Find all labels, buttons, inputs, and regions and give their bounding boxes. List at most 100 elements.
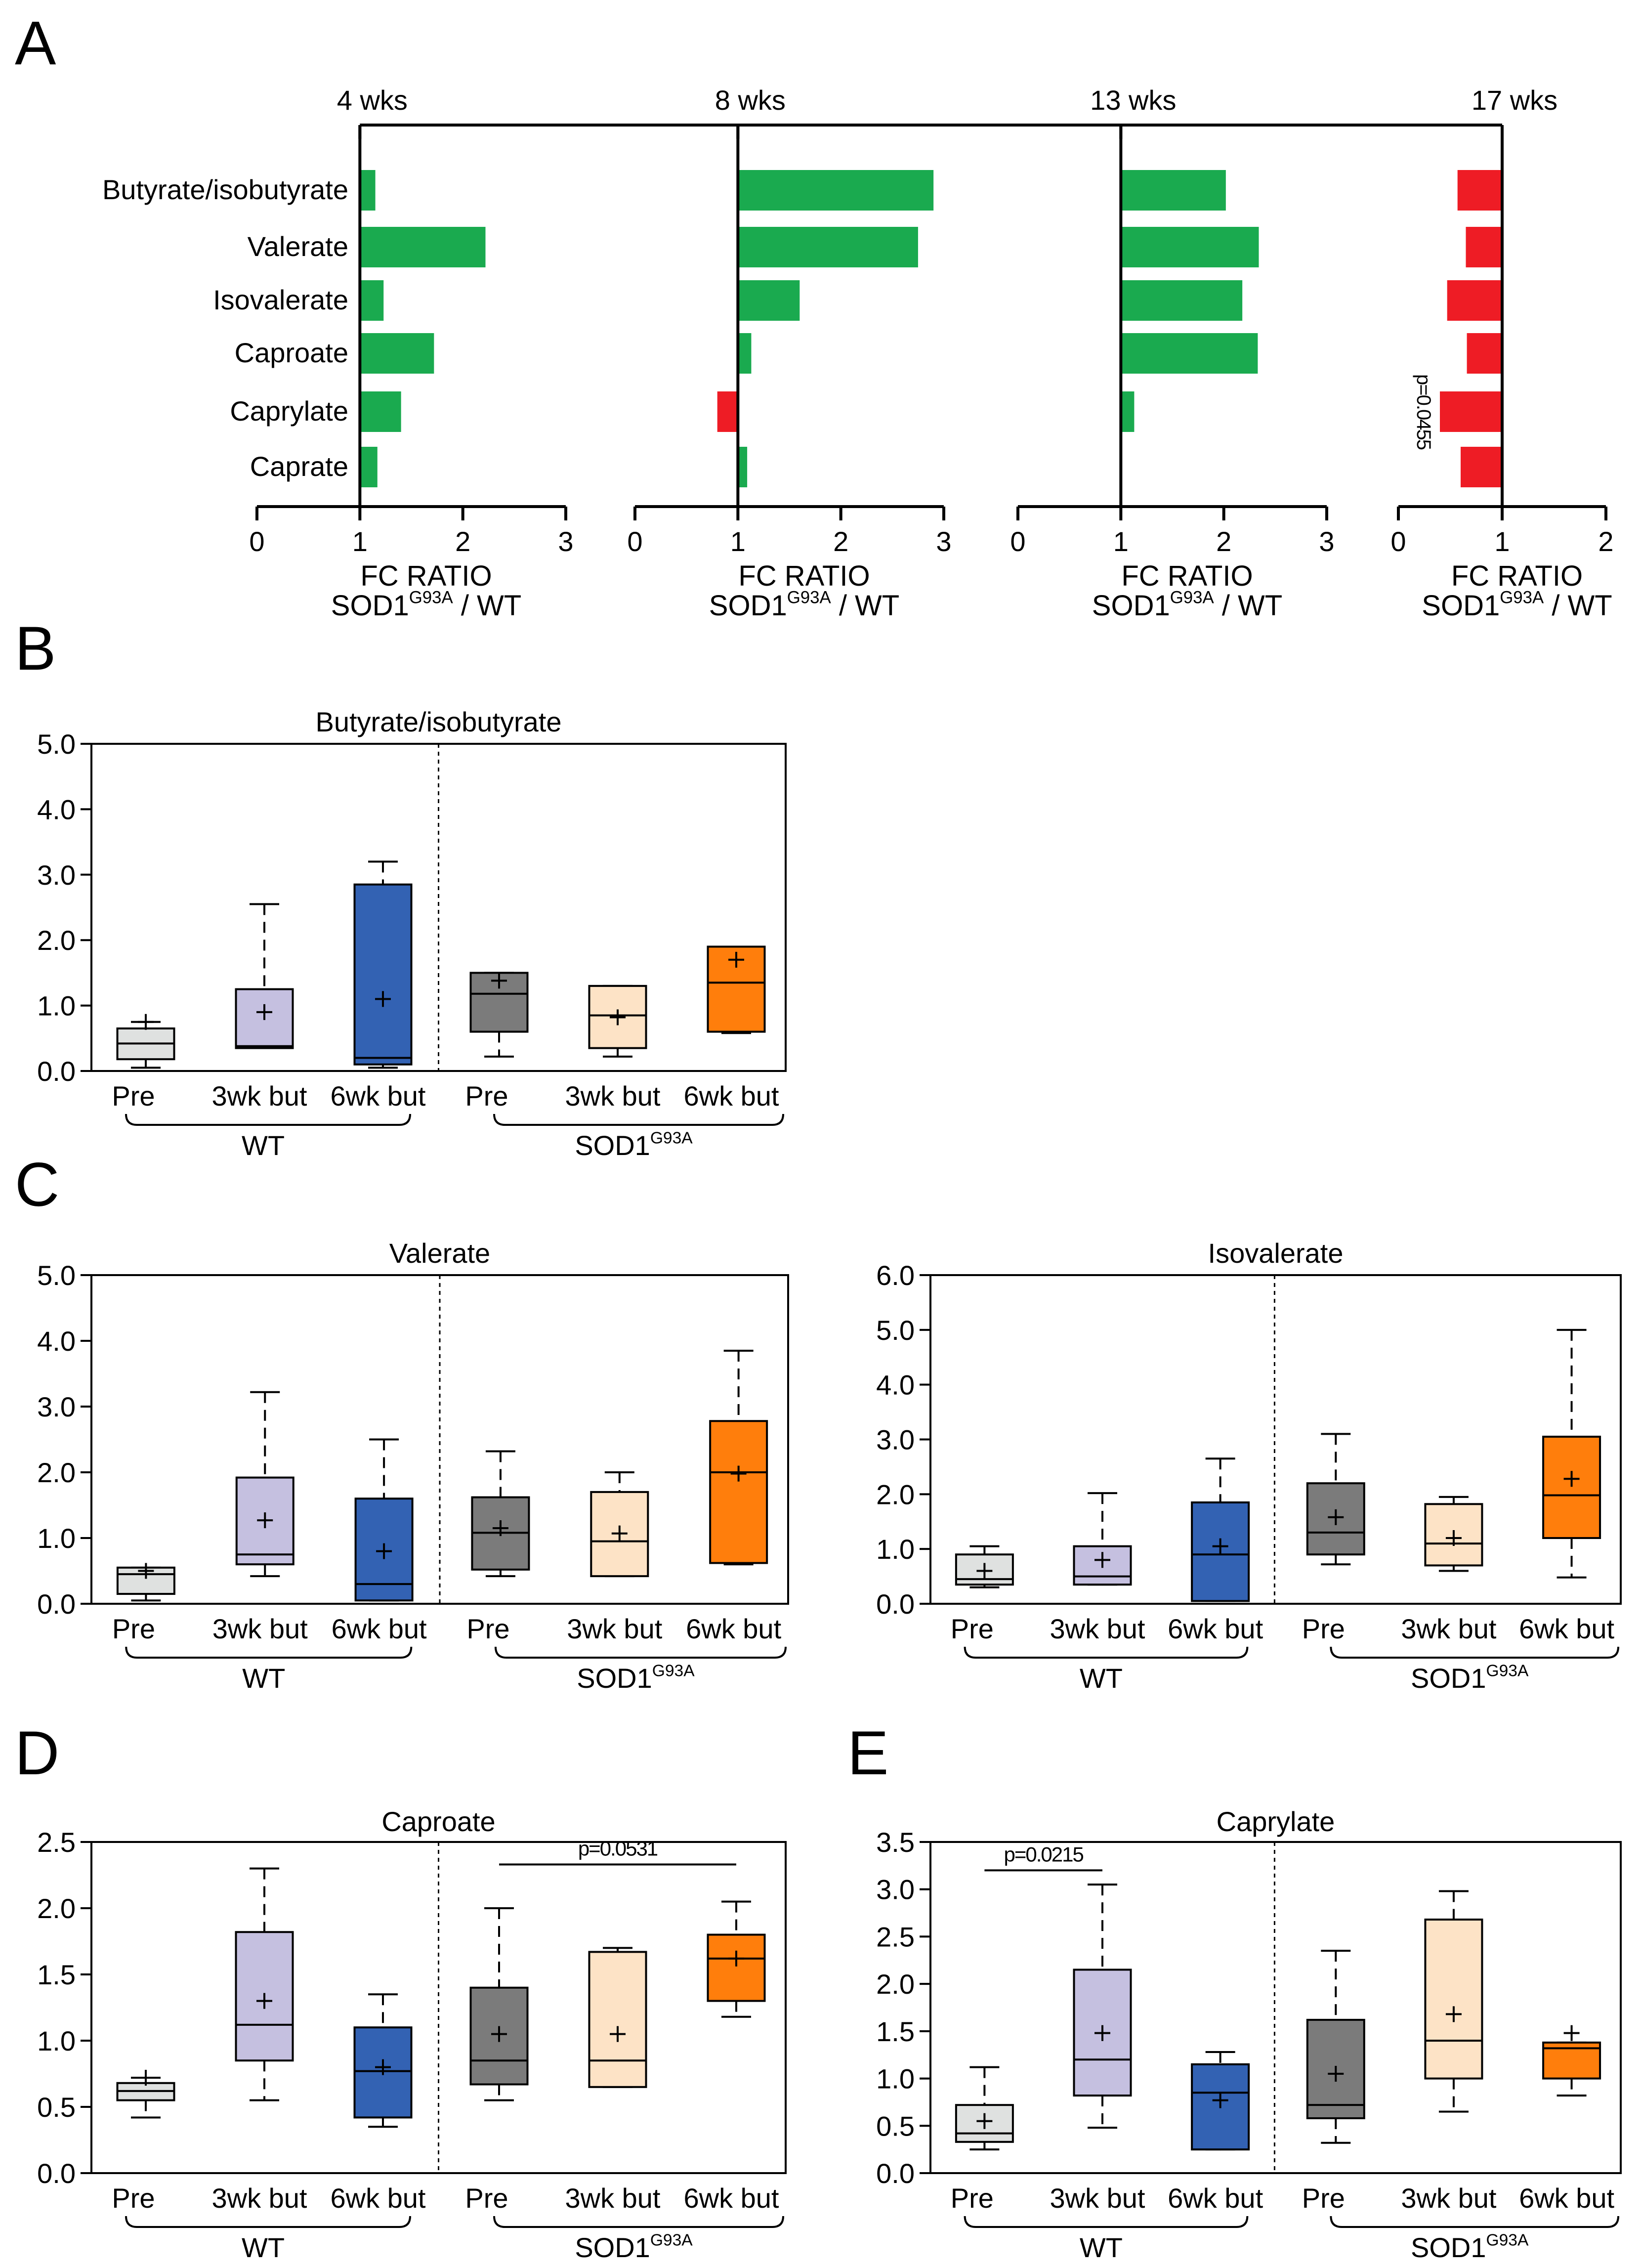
x-axis-title: FC RATIO [1451, 560, 1583, 592]
x-axis-subtitle: SOD1G93A / WT [1422, 588, 1612, 622]
y-tick-label: 0.0 [37, 1588, 76, 1620]
x-category-label: Pre [465, 1080, 508, 1112]
group-bracket [964, 2216, 1249, 2228]
box-caproate-5 [588, 1951, 647, 2088]
y-tick-label: 1.0 [37, 2025, 76, 2056]
x-category-label: Pre [465, 2182, 508, 2214]
x-tick-label: 2 [455, 526, 470, 557]
x-axis-title: FC RATIO [738, 560, 870, 592]
x-category-label: Pre [112, 1613, 155, 1644]
y-tick-label: 1.0 [876, 1534, 915, 1565]
bar-1-valerate [360, 227, 486, 267]
bar-2-butyrate [738, 170, 934, 211]
plot-frame-caprylate [929, 1841, 1622, 2174]
plot-title-butyrate-isobutyrate: Butyrate/isobutyrate [315, 706, 561, 737]
group-label-sod1: SOD1G93A [1411, 1662, 1529, 1694]
y-tick-label: 3.0 [37, 859, 76, 891]
y-tick-label: 4.0 [876, 1369, 915, 1401]
bar-4-valerate [1466, 227, 1502, 267]
x-tick-label: 1 [1113, 526, 1129, 557]
y-tick-label: 3.0 [876, 1424, 915, 1455]
y-tick-label: 0.0 [37, 1056, 76, 1087]
plot-frame-isovalerate [929, 1274, 1622, 1605]
x-tick-label: 2 [1216, 526, 1231, 557]
x-axis-title: FC RATIO [360, 560, 492, 592]
y-tick-label: 1.0 [37, 990, 76, 1022]
plot-title-caprylate: Caprylate [1217, 1806, 1335, 1837]
y-tick-label: 5.0 [37, 1260, 76, 1291]
x-category-label: 3wk but [212, 1613, 308, 1644]
panel-label-a: A [15, 9, 56, 78]
group-bracket [1330, 2216, 1620, 2228]
bar-4-caprylate [1440, 391, 1502, 432]
x-tick-label: 2 [1598, 526, 1613, 557]
y-tick-label: 2.0 [37, 1457, 76, 1488]
bar-2-isovalerate [738, 280, 800, 321]
x-tick-label: 2 [833, 526, 848, 557]
bar-2-caprylate [717, 391, 738, 432]
group-bracket [125, 2216, 411, 2228]
timeline-label: 13 wks [1090, 85, 1176, 116]
x-tick-label: 3 [1319, 526, 1334, 557]
y-tick-label: 2.0 [876, 1479, 915, 1510]
x-tick-label: 0 [627, 526, 642, 557]
bar-1-caprylate [360, 391, 401, 432]
bar-3-caproate [1121, 333, 1258, 374]
group-label-sod1: SOD1G93A [575, 1129, 693, 1161]
x-category-label: Pre [951, 2182, 994, 2214]
significance-label: p=0.0215 [1004, 1842, 1084, 1866]
group-label-sod1: SOD1G93A [1411, 2231, 1529, 2263]
bar-1-caproate [360, 333, 434, 374]
group-bracket [125, 1646, 413, 1659]
box-isovalerate-6 [1542, 1435, 1601, 1539]
y-tick-label: 2.0 [37, 1893, 76, 1924]
group-label-wt: WT [242, 1663, 285, 1694]
group-label-wt: WT [242, 2232, 285, 2263]
y-tick-label: 2.0 [876, 1968, 915, 2000]
bar-2-caprate [738, 447, 748, 487]
bar-2-valerate [738, 227, 918, 267]
group-bracket [494, 1646, 787, 1659]
x-category-label: Pre [1302, 2182, 1345, 2214]
category-label-isovalerate: Isovalerate [213, 284, 348, 315]
y-tick-label: 6.0 [876, 1260, 915, 1291]
box-butyrate-isobutyrate-3 [353, 883, 413, 1066]
y-tick-label: 5.0 [876, 1315, 915, 1346]
x-axis-subtitle: SOD1G93A / WT [331, 588, 521, 622]
x-category-label: 6wk but [684, 1080, 779, 1112]
bar-1-butyrate [360, 170, 376, 211]
group-label-wt: WT [242, 1130, 285, 1161]
x-category-label: 6wk but [331, 1080, 426, 1112]
group-label-sod1: SOD1G93A [577, 1662, 695, 1694]
x-category-label: 6wk but [686, 1613, 781, 1644]
bar-3-caprylate [1121, 391, 1135, 432]
x-category-label: 3wk but [565, 1080, 661, 1112]
y-tick-label: 0.5 [37, 2092, 76, 2123]
bar-4-caprate [1461, 447, 1502, 487]
x-axis-title: FC RATIO [1121, 560, 1253, 592]
group-bracket [493, 2216, 784, 2228]
x-category-label: 3wk but [567, 1613, 662, 1644]
category-label-caprate: Caprate [250, 451, 348, 482]
box-caproate-6 [707, 1933, 766, 2002]
y-tick-label: 0.0 [37, 2158, 76, 2189]
x-category-label: Pre [112, 2182, 155, 2214]
bar-4-caproate [1467, 333, 1502, 374]
x-tick-label: 1 [730, 526, 746, 557]
y-tick-label: 2.5 [37, 1827, 76, 1858]
y-tick-label: 0.0 [876, 1588, 915, 1620]
x-category-label: 3wk but [212, 1080, 307, 1112]
panel-label-e: E [847, 1719, 888, 1788]
group-label-wt: WT [1080, 1663, 1123, 1694]
y-tick-label: 3.5 [876, 1827, 915, 1858]
x-category-label: Pre [466, 1613, 509, 1644]
box-valerate-6 [709, 1420, 768, 1564]
category-label-caproate: Caproate [235, 337, 348, 368]
x-category-label: 3wk but [212, 2182, 307, 2214]
box-caprylate-5 [1424, 1918, 1483, 2080]
y-tick-label: 3.0 [876, 1874, 915, 1905]
group-bracket [1330, 1646, 1620, 1659]
x-category-label: 6wk but [331, 2182, 426, 2214]
x-category-label: 6wk but [1168, 2182, 1263, 2214]
